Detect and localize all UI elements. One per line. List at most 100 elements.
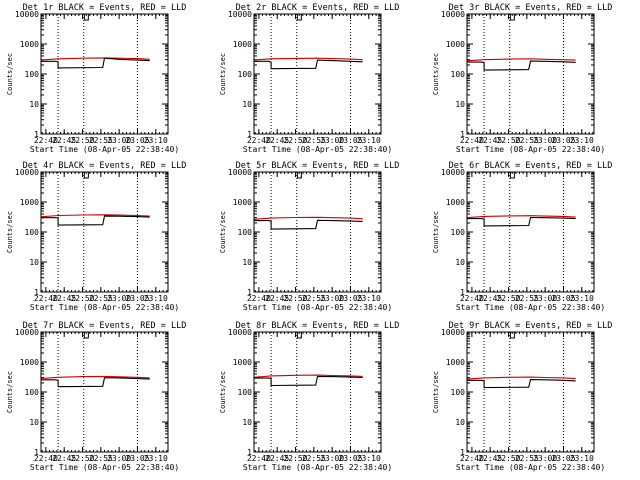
x-tick-label: 22:45 — [265, 136, 289, 145]
plot-frame — [466, 171, 595, 293]
flag-marker — [509, 14, 515, 21]
x-tick-label: 22:40 — [460, 454, 484, 463]
plot-frame — [253, 331, 382, 453]
x-axis-label: Start Time (08-Apr-05 22:38:40) — [456, 145, 605, 154]
x-tick-label: 23:05 — [125, 136, 149, 145]
x-tick-label: 23:05 — [338, 294, 362, 303]
series-lld-line — [253, 216, 363, 220]
x-tick-label: 22:50 — [283, 136, 307, 145]
chart-title: Det 8r BLACK = Events, RED = LLD — [236, 321, 400, 331]
y-tick-label: 100 — [238, 70, 253, 79]
y-axis-label: Counts/sec — [219, 211, 227, 253]
y-tick-label: 1 — [34, 130, 39, 139]
chart-panel-6: Det 6r BLACK = Events, RED = LLD 1 10 100 10… — [432, 161, 612, 312]
y-axis-label: Counts/sec — [432, 53, 440, 95]
x-tick-label: 22:55 — [302, 136, 326, 145]
x-axis-label: Start Time (08-Apr-05 22:38:40) — [456, 303, 605, 312]
x-tick-label: 22:50 — [496, 294, 520, 303]
x-tick-label: 23:05 — [551, 294, 575, 303]
chart-panel-2: Det 2r BLACK = Events, RED = LLD 1 10 100 10… — [219, 3, 399, 154]
y-axis-label: Counts/sec — [6, 53, 14, 95]
y-axis-label: Counts/sec — [219, 371, 227, 413]
x-axis-label: Start Time (08-Apr-05 22:38:40) — [243, 303, 392, 312]
series-events-line — [467, 60, 576, 71]
y-tick-label: 1000 — [446, 198, 465, 207]
chart-panel-1: Det 1r BLACK = Events, RED = LLD 1 10 100 10… — [6, 3, 186, 154]
y-axis-label: Counts/sec — [432, 371, 440, 413]
y-tick-label: 1 — [34, 448, 39, 457]
x-tick-label: 22:40 — [460, 136, 484, 145]
x-axis-label: Start Time (08-Apr-05 22:38:40) — [30, 303, 179, 312]
chart-panel-9: Det 9r BLACK = Events, RED = LLD 1 10 100 10… — [432, 321, 612, 472]
y-tick-label: 100 — [25, 388, 40, 397]
y-tick-label: 1000 — [233, 40, 252, 49]
flag-marker — [509, 172, 515, 179]
y-tick-label: 100 — [238, 388, 253, 397]
x-tick-label: 23:00 — [533, 294, 557, 303]
x-tick-label: 22:45 — [478, 294, 502, 303]
x-tick-label: 22:45 — [52, 454, 76, 463]
x-axis-label: Start Time (08-Apr-05 22:38:40) — [243, 145, 392, 154]
x-tick-label: 23:00 — [320, 294, 344, 303]
x-tick-label: 22:55 — [89, 294, 113, 303]
x-tick-label: 22:55 — [89, 136, 113, 145]
x-tick-label: 23:10 — [144, 136, 168, 145]
x-tick-label: 22:40 — [247, 136, 271, 145]
x-tick-label: 23:05 — [551, 454, 575, 463]
y-tick-label: 1000 — [20, 358, 39, 367]
y-tick-label: 10000 — [228, 10, 252, 19]
y-tick-label: 10 — [242, 418, 252, 427]
x-tick-label: 22:50 — [496, 454, 520, 463]
plot-frame — [253, 171, 382, 293]
y-tick-label: 10000 — [15, 10, 39, 19]
x-tick-label: 22:40 — [34, 136, 58, 145]
x-tick-label: 22:50 — [70, 294, 94, 303]
y-tick-label: 10000 — [441, 328, 465, 337]
chart-title: Det 3r BLACK = Events, RED = LLD — [449, 3, 613, 13]
y-tick-label: 100 — [451, 70, 466, 79]
x-tick-label: 22:40 — [247, 454, 271, 463]
plot-frame — [253, 13, 382, 135]
chart-title: Det 5r BLACK = Events, RED = LLD — [236, 161, 400, 171]
y-tick-label: 10 — [29, 258, 39, 267]
y-axis-label: Counts/sec — [432, 211, 440, 253]
y-tick-label: 1000 — [233, 198, 252, 207]
y-tick-label: 100 — [238, 228, 253, 237]
flag-marker — [296, 332, 302, 339]
x-tick-label: 22:55 — [515, 454, 539, 463]
y-tick-label: 10000 — [15, 168, 39, 177]
x-tick-label: 22:45 — [478, 454, 502, 463]
y-tick-label: 10 — [455, 258, 465, 267]
chart-title: Det 6r BLACK = Events, RED = LLD — [449, 161, 613, 171]
x-tick-label: 22:55 — [515, 136, 539, 145]
flag-marker — [296, 172, 302, 179]
chart-panel-4: Det 4r BLACK = Events, RED = LLD 1 10 100 10… — [6, 161, 186, 312]
chart-title: Det 4r BLACK = Events, RED = LLD — [23, 161, 187, 171]
x-tick-label: 22:45 — [52, 294, 76, 303]
chart-panel-8: Det 8r BLACK = Events, RED = LLD 1 10 100 10… — [219, 321, 399, 472]
y-tick-label: 1 — [460, 288, 465, 297]
x-axis-label: Start Time (08-Apr-05 22:38:40) — [30, 463, 179, 472]
flag-marker — [83, 172, 89, 179]
x-axis-label: Start Time (08-Apr-05 22:38:40) — [456, 463, 605, 472]
x-tick-label: 23:05 — [125, 294, 149, 303]
y-tick-label: 100 — [451, 228, 466, 237]
x-tick-label: 22:40 — [247, 294, 271, 303]
x-tick-label: 22:50 — [283, 454, 307, 463]
series-lld-line — [253, 374, 363, 378]
y-tick-label: 10 — [29, 100, 39, 109]
x-tick-label: 23:10 — [144, 454, 168, 463]
x-axis-label: Start Time (08-Apr-05 22:38:40) — [30, 145, 179, 154]
y-tick-label: 1 — [460, 448, 465, 457]
series-events-line — [254, 219, 363, 230]
flag-marker — [83, 332, 89, 339]
x-tick-label: 22:50 — [70, 136, 94, 145]
x-tick-label: 23:00 — [320, 454, 344, 463]
y-tick-label: 1000 — [446, 40, 465, 49]
flag-marker — [83, 14, 89, 21]
y-tick-label: 1000 — [233, 358, 252, 367]
series-lld-line — [40, 375, 150, 380]
y-tick-label: 10000 — [441, 10, 465, 19]
x-tick-label: 23:05 — [338, 454, 362, 463]
plot-frame — [40, 171, 169, 293]
